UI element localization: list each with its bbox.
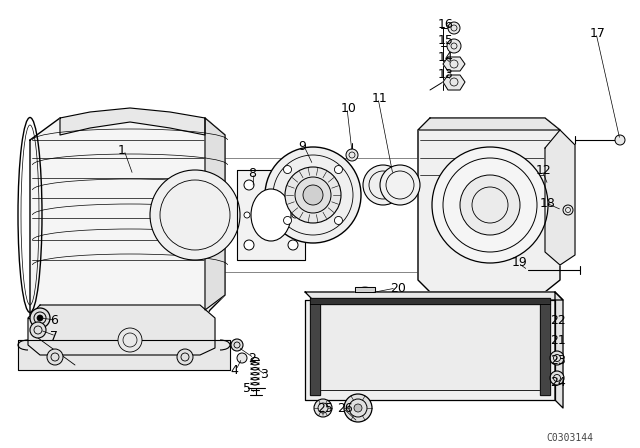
Circle shape bbox=[284, 216, 292, 224]
Polygon shape bbox=[30, 118, 225, 350]
Polygon shape bbox=[305, 300, 555, 400]
Text: 23: 23 bbox=[550, 353, 566, 366]
Text: 14: 14 bbox=[438, 51, 454, 64]
Text: 19: 19 bbox=[512, 257, 528, 270]
Polygon shape bbox=[237, 170, 305, 260]
Polygon shape bbox=[555, 292, 563, 408]
Circle shape bbox=[295, 177, 331, 213]
Circle shape bbox=[30, 322, 46, 338]
Text: 22: 22 bbox=[550, 314, 566, 327]
Circle shape bbox=[150, 170, 240, 260]
Polygon shape bbox=[18, 340, 230, 370]
Text: 8: 8 bbox=[248, 167, 256, 180]
Circle shape bbox=[292, 212, 298, 218]
Circle shape bbox=[354, 404, 362, 412]
Circle shape bbox=[284, 166, 292, 173]
Polygon shape bbox=[310, 304, 320, 395]
Circle shape bbox=[615, 135, 625, 145]
Polygon shape bbox=[355, 287, 375, 292]
Text: 6: 6 bbox=[50, 314, 58, 327]
Polygon shape bbox=[540, 304, 550, 395]
Circle shape bbox=[346, 149, 358, 161]
Circle shape bbox=[432, 147, 548, 263]
Polygon shape bbox=[443, 57, 465, 71]
Polygon shape bbox=[205, 118, 225, 310]
Text: 12: 12 bbox=[536, 164, 552, 177]
Circle shape bbox=[344, 394, 372, 422]
Text: 16: 16 bbox=[438, 17, 454, 30]
Circle shape bbox=[30, 308, 50, 328]
Text: 25: 25 bbox=[317, 401, 333, 414]
Polygon shape bbox=[28, 305, 215, 355]
Circle shape bbox=[335, 216, 342, 224]
Text: C0303144: C0303144 bbox=[547, 433, 593, 443]
Circle shape bbox=[118, 328, 142, 352]
Text: 17: 17 bbox=[590, 26, 606, 39]
Text: 5: 5 bbox=[243, 382, 251, 395]
Text: 2: 2 bbox=[248, 352, 256, 365]
Polygon shape bbox=[545, 130, 575, 265]
Polygon shape bbox=[317, 304, 547, 390]
Circle shape bbox=[550, 351, 564, 365]
Text: 3: 3 bbox=[260, 369, 268, 382]
Text: 7: 7 bbox=[50, 329, 58, 343]
Circle shape bbox=[285, 167, 341, 223]
Circle shape bbox=[314, 399, 332, 417]
Circle shape bbox=[265, 147, 361, 243]
Circle shape bbox=[563, 205, 573, 215]
Text: 13: 13 bbox=[438, 68, 454, 81]
Text: 11: 11 bbox=[372, 91, 388, 104]
Polygon shape bbox=[305, 292, 563, 300]
Circle shape bbox=[303, 185, 323, 205]
Polygon shape bbox=[60, 108, 205, 135]
Polygon shape bbox=[310, 298, 550, 304]
Text: 18: 18 bbox=[540, 197, 556, 210]
Circle shape bbox=[231, 339, 243, 351]
Text: 10: 10 bbox=[341, 102, 357, 115]
Text: 1: 1 bbox=[118, 143, 126, 156]
Circle shape bbox=[177, 349, 193, 365]
Circle shape bbox=[237, 353, 247, 363]
Circle shape bbox=[335, 166, 342, 173]
Circle shape bbox=[288, 240, 298, 250]
Text: 24: 24 bbox=[550, 375, 566, 388]
Text: 20: 20 bbox=[390, 281, 406, 294]
Circle shape bbox=[244, 180, 254, 190]
Circle shape bbox=[244, 212, 250, 218]
Polygon shape bbox=[418, 118, 560, 130]
Text: 26: 26 bbox=[337, 401, 353, 414]
Text: 15: 15 bbox=[438, 34, 454, 47]
Text: 4: 4 bbox=[230, 363, 238, 376]
Circle shape bbox=[460, 175, 520, 235]
Ellipse shape bbox=[251, 189, 291, 241]
Circle shape bbox=[37, 315, 43, 321]
Polygon shape bbox=[443, 75, 465, 90]
Circle shape bbox=[447, 39, 461, 53]
Circle shape bbox=[380, 165, 420, 205]
Text: 9: 9 bbox=[298, 139, 306, 152]
Circle shape bbox=[363, 165, 403, 205]
Circle shape bbox=[448, 22, 460, 34]
Circle shape bbox=[550, 371, 564, 385]
Text: 21: 21 bbox=[550, 333, 566, 346]
Circle shape bbox=[244, 240, 254, 250]
Circle shape bbox=[288, 180, 298, 190]
Polygon shape bbox=[418, 118, 560, 292]
Circle shape bbox=[47, 349, 63, 365]
